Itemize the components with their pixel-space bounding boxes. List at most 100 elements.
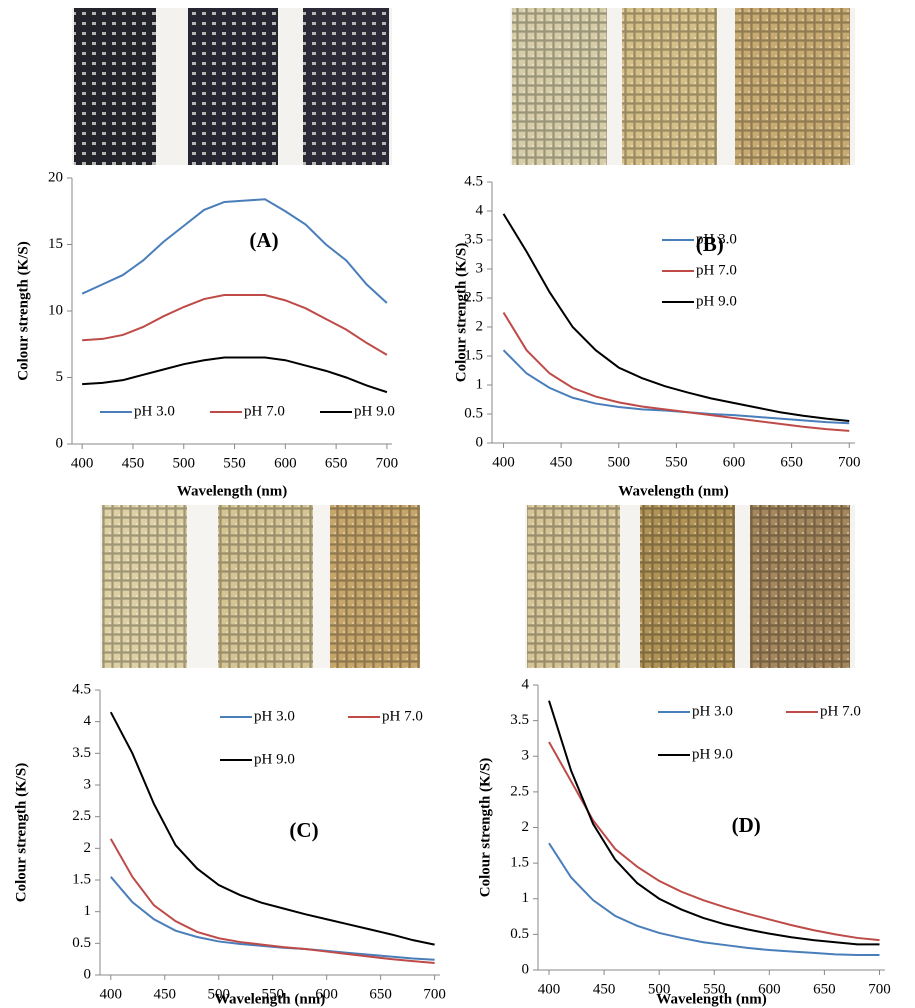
y-tick-label: 4 [84,713,92,729]
x-tick-label: 650 [780,454,803,470]
series-line [548,741,880,942]
legend-label: pH 9.0 [696,293,737,309]
y-tick-label: 3 [522,748,530,764]
y-tick-label: 2.5 [72,808,91,824]
x-tick-label: 500 [608,454,631,470]
legend-label: pH 7.0 [820,703,861,719]
y-axis-label: Colour strength (K/S) [15,241,31,380]
y-tick-label: 0.5 [72,935,91,951]
x-tick-label: 600 [723,454,746,470]
y-tick-label: 15 [48,236,63,252]
x-tick-label: 450 [154,986,177,1002]
x-tick-label: 600 [758,981,781,997]
x-tick-label: 400 [71,455,94,471]
x-tick-label: 550 [665,454,688,470]
x-tick-label: 650 [325,455,348,471]
annotation: (B) [696,232,724,256]
series-line [81,198,388,304]
y-tick-label: 0 [522,961,530,977]
legend-label: pH 9.0 [254,751,295,767]
x-axis-label: Wavelength (nm) [656,991,766,1007]
y-tick-label: 0 [56,435,64,451]
x-tick-label: 550 [223,455,246,471]
x-axis-label: Wavelength (nm) [177,483,287,499]
y-tick-label: 2 [476,318,484,334]
y-tick-label: 3.5 [510,712,529,728]
x-tick-label: 450 [122,455,145,471]
y-tick-label: 20 [48,169,63,185]
x-tick-label: 400 [538,981,561,997]
series-line [502,213,850,422]
photo-d [525,505,855,668]
x-tick-label: 550 [261,986,284,1002]
series-line [502,311,850,432]
y-tick-label: 1 [522,890,530,906]
legend-label: pH 7.0 [696,262,737,278]
y-tick-label: 1 [84,903,92,919]
photo-b [510,8,855,165]
x-tick-label: 600 [274,455,297,471]
series-line [548,842,880,957]
y-tick-label: 3 [476,260,484,276]
x-tick-label: 550 [703,981,726,997]
x-axis-label: Wavelength (nm) [215,991,325,1007]
y-axis-label: Colour strength (K/S) [453,243,469,382]
x-tick-label: 450 [550,454,573,470]
y-tick-label: 2.5 [510,783,529,799]
y-tick-label: 3.5 [464,231,483,247]
x-tick-label: 500 [207,986,230,1002]
y-tick-label: 10 [48,302,63,318]
y-tick-label: 0.5 [464,405,483,421]
legend-label: pH 7.0 [382,708,423,724]
y-tick-label: 2.5 [464,289,483,305]
y-tick-label: 4.5 [464,173,483,189]
legend-label: pH 9.0 [354,403,395,419]
x-tick-label: 600 [315,986,338,1002]
photo-a [72,8,392,165]
y-tick-label: 5 [56,369,64,385]
y-tick-label: 1 [476,376,484,392]
x-tick-label: 700 [376,455,399,471]
y-tick-label: 1.5 [464,347,483,363]
annotation: (C) [289,818,318,842]
legend-label: pH 3.0 [692,703,733,719]
x-tick-label: 700 [868,981,891,997]
legend-label: pH 9.0 [692,746,733,762]
legend-label: pH 3.0 [254,708,295,724]
legend-label: pH 7.0 [244,403,285,419]
x-axis-label: Wavelength (nm) [618,483,728,499]
y-tick-label: 2 [84,840,92,856]
legend-label: pH 3.0 [696,231,737,247]
y-tick-label: 0 [476,434,484,450]
x-tick-label: 650 [813,981,836,997]
x-tick-label: 400 [492,454,515,470]
series-line [502,349,850,425]
annotation: (A) [249,228,278,252]
y-tick-label: 4 [522,676,530,692]
series-line [110,876,435,961]
y-axis-label: Colour strength (K/S) [477,758,493,897]
y-tick-label: 3 [84,776,92,792]
series-line [109,711,435,946]
x-tick-label: 500 [172,455,195,471]
x-tick-label: 700 [838,454,861,470]
x-tick-label: 650 [369,986,392,1002]
y-tick-label: 1.5 [510,855,529,871]
series-line [82,294,388,356]
series-line [109,838,435,964]
x-tick-label: 700 [423,986,446,1002]
y-tick-label: 2 [522,819,530,835]
y-tick-label: 0 [84,966,92,982]
x-tick-label: 400 [100,986,123,1002]
y-tick-label: 4.5 [72,681,91,697]
annotation: (D) [732,813,761,837]
y-axis-label: Colour strength (K/S) [13,763,29,902]
y-tick-label: 3.5 [72,745,91,761]
photo-c [100,505,420,668]
y-tick-label: 1.5 [72,871,91,887]
series-line [548,700,880,946]
series-line [82,356,388,394]
x-tick-label: 500 [648,981,671,997]
